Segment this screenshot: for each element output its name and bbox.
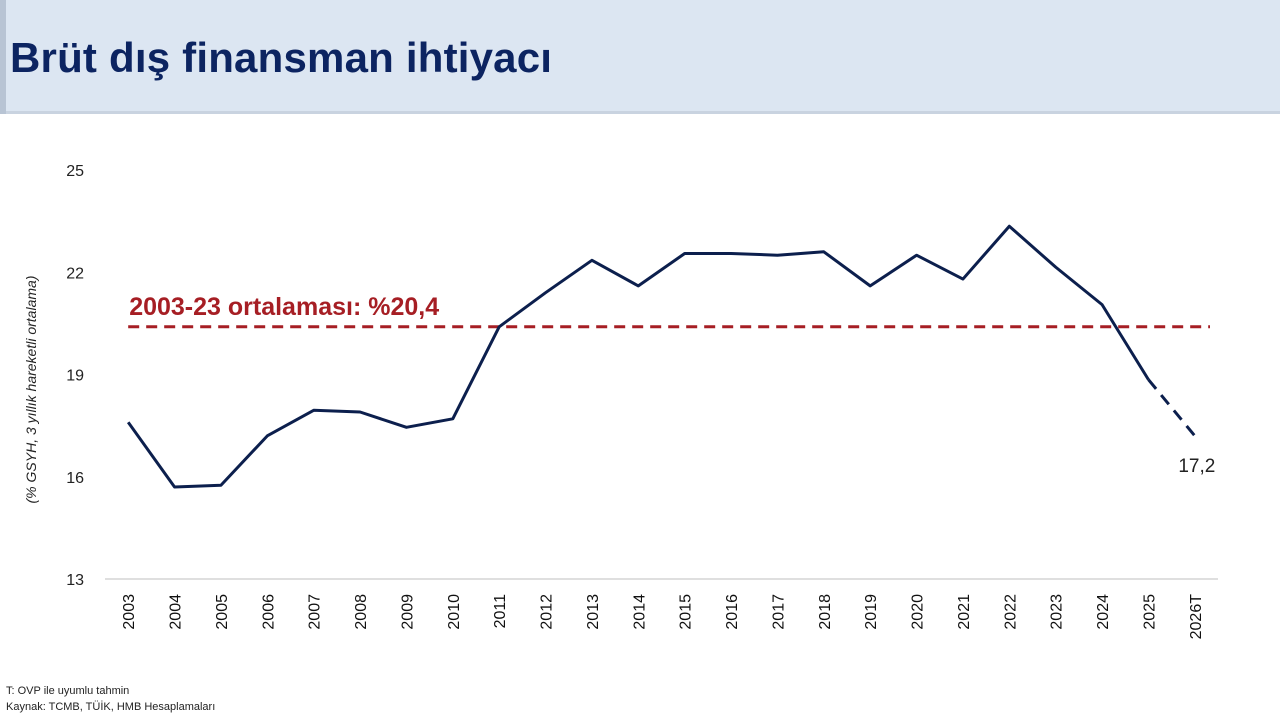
x-tick-label: 2012 [539,594,556,630]
y-tick-label: 22 [66,265,84,282]
x-tick-label: 2021 [956,594,973,630]
x-tick-label: 2019 [863,594,880,630]
footnote-note: T: OVP ile uyumlu tahmin [6,685,130,697]
y-tick-label: 25 [66,163,84,180]
x-tick-label: 2016 [724,594,741,630]
x-tick-label: 2026T [1188,594,1205,640]
x-tick-label: 2023 [1049,594,1066,630]
x-tick-label: 2013 [585,594,602,630]
series-group [126,224,1196,489]
x-tick-label: 2003 [121,594,138,630]
x-tick-label: 2009 [399,594,416,630]
x-tick-label: 2008 [353,594,370,630]
x-tick-label: 2015 [678,594,695,630]
x-tick-label: 2017 [770,594,787,630]
header-accent [0,0,6,114]
x-tick-label: 2005 [214,594,231,630]
x-tick-label: 2024 [1095,594,1112,630]
y-tick-label: 19 [66,368,84,385]
y-axis: 13 16 19 22 25 [66,163,84,589]
annotations: 17,2 [1178,456,1215,477]
series-line [126,224,1150,489]
footnote-source: Kaynak: TCMB, TÜİK, HMB Hesaplamaları [6,701,216,713]
x-tick-label: 2018 [817,594,834,630]
x-tick-label: 2004 [168,594,185,630]
x-tick-label: 2025 [1141,594,1158,630]
series-line-forecast [1147,378,1196,437]
x-tick-label: 2007 [307,594,324,630]
x-tick-label: 2020 [910,594,927,630]
y-tick-label: 13 [66,572,84,589]
average-label: 2003-23 ortalaması: %20,4 [129,293,439,321]
x-tick-label: 2010 [446,594,463,630]
x-axis: 2003 2004 2005 2006 2007 2008 2009 2010 2011 2012… [121,594,1205,640]
y-tick-label: 16 [66,470,84,487]
data-label: 17,2 [1178,456,1215,477]
y-axis-label: (% GSYH, 3 yıllık hareketli ortalama) [23,276,39,504]
x-tick-label: 2006 [260,594,277,630]
x-tick-label: 2011 [492,594,509,629]
header-bar: Brüt dış finansman ihtiyacı [0,0,1280,114]
x-tick-label: 2022 [1002,594,1019,630]
x-tick-label: 2014 [631,594,648,630]
page-title: Brüt dış finansman ihtiyacı [10,34,553,81]
